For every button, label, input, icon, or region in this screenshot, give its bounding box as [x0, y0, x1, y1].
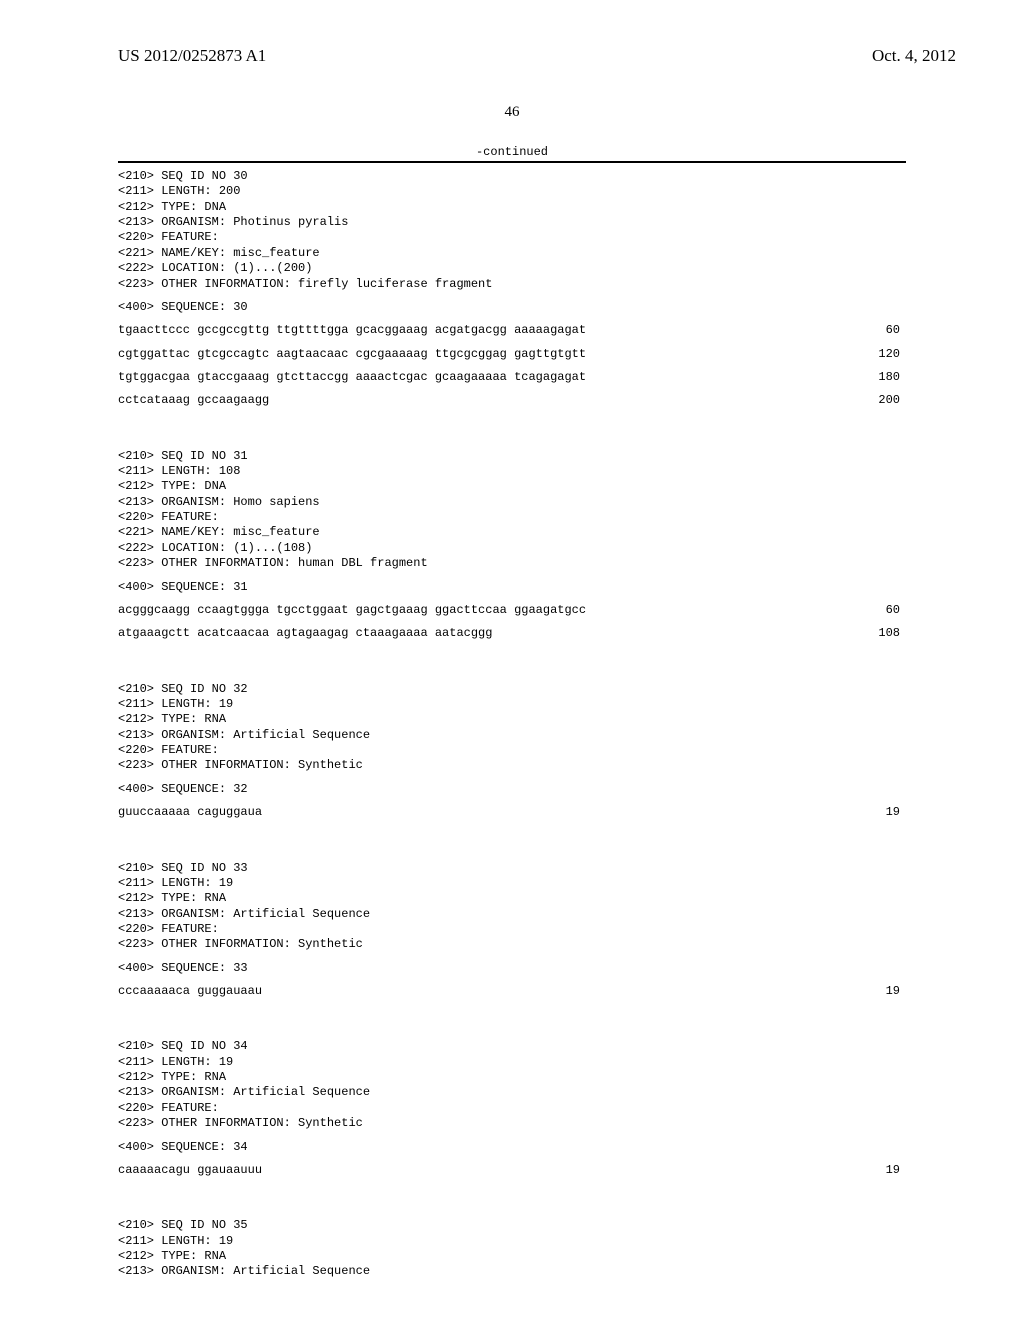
meta-line: <210> SEQ ID NO 31 [118, 449, 906, 464]
meta-line: <211> LENGTH: 19 [118, 1234, 906, 1249]
sequence-text: acgggcaagg ccaagtggga tgcctggaat gagctga… [118, 603, 586, 618]
sequence-position: 180 [586, 370, 906, 385]
meta-line: <223> OTHER INFORMATION: Synthetic [118, 758, 906, 773]
meta-line: <211> LENGTH: 19 [118, 876, 906, 891]
sequence-header: <400> SEQUENCE: 30 [118, 300, 906, 315]
meta-line: <211> LENGTH: 108 [118, 464, 906, 479]
meta-line: <213> ORGANISM: Photinus pyralis [118, 215, 906, 230]
sequence-entry: <210> SEQ ID NO 34<211> LENGTH: 19<212> … [118, 1039, 906, 1204]
meta-line: <212> TYPE: DNA [118, 200, 906, 215]
meta-line: <223> OTHER INFORMATION: human DBL fragm… [118, 556, 906, 571]
meta-line: <220> FEATURE: [118, 1101, 906, 1116]
meta-line: <213> ORGANISM: Artificial Sequence [118, 1085, 906, 1100]
sequence-entry: <210> SEQ ID NO 35<211> LENGTH: 19<212> … [118, 1218, 906, 1297]
sequence-line: atgaaagctt acatcaacaa agtagaagag ctaaaga… [118, 626, 906, 641]
sequence-position: 200 [269, 393, 906, 408]
sequence-text: tgaacttccc gccgccgttg ttgttttgga gcacgga… [118, 323, 586, 338]
sequence-line: cccaaaaaca guggauaau19 [118, 984, 906, 999]
sequence-header: <400> SEQUENCE: 31 [118, 580, 906, 595]
meta-line: <221> NAME/KEY: misc_feature [118, 525, 906, 540]
meta-line: <223> OTHER INFORMATION: firefly lucifer… [118, 277, 906, 292]
meta-line: <213> ORGANISM: Artificial Sequence [118, 907, 906, 922]
continued-label: -continued [0, 145, 1024, 159]
meta-line: <212> TYPE: RNA [118, 712, 906, 727]
sequence-line: cgtggattac gtcgccagtc aagtaacaac cgcgaaa… [118, 347, 906, 362]
meta-line: <222> LOCATION: (1)...(108) [118, 541, 906, 556]
sequence-entry: <210> SEQ ID NO 31<211> LENGTH: 108<212>… [118, 449, 906, 668]
meta-line: <211> LENGTH: 19 [118, 697, 906, 712]
meta-line: <210> SEQ ID NO 30 [118, 169, 906, 184]
sequence-position: 60 [586, 603, 906, 618]
sequence-text: caaaaacagu ggauaauuu [118, 1163, 262, 1178]
meta-line: <220> FEATURE: [118, 510, 906, 525]
sequence-line: caaaaacagu ggauaauuu19 [118, 1163, 906, 1178]
meta-line: <212> TYPE: RNA [118, 1249, 906, 1264]
meta-line: <210> SEQ ID NO 35 [118, 1218, 906, 1233]
meta-line: <213> ORGANISM: Artificial Sequence [118, 728, 906, 743]
sequence-line: acgggcaagg ccaagtggga tgcctggaat gagctga… [118, 603, 906, 618]
sequence-entry: <210> SEQ ID NO 30<211> LENGTH: 200<212>… [118, 169, 906, 435]
meta-line: <210> SEQ ID NO 32 [118, 682, 906, 697]
sequence-line: tgaacttccc gccgccgttg ttgttttgga gcacgga… [118, 323, 906, 338]
page-header: US 2012/0252873 A1 Oct. 4, 2012 [0, 0, 1024, 66]
meta-line: <213> ORGANISM: Artificial Sequence [118, 1264, 906, 1279]
meta-line: <212> TYPE: DNA [118, 479, 906, 494]
sequence-text: tgtggacgaa gtaccgaaag gtcttaccgg aaaactc… [118, 370, 586, 385]
page-number: 46 [0, 104, 1024, 121]
sequence-header: <400> SEQUENCE: 33 [118, 961, 906, 976]
meta-line: <223> OTHER INFORMATION: Synthetic [118, 937, 906, 952]
meta-line: <213> ORGANISM: Homo sapiens [118, 495, 906, 510]
sequence-text: atgaaagctt acatcaacaa agtagaagag ctaaaga… [118, 626, 492, 641]
meta-line: <220> FEATURE: [118, 230, 906, 245]
sequence-header: <400> SEQUENCE: 34 [118, 1140, 906, 1155]
meta-line: <220> FEATURE: [118, 922, 906, 937]
sequence-position: 19 [262, 1163, 906, 1178]
sequence-text: cccaaaaaca guggauaau [118, 984, 262, 999]
meta-line: <211> LENGTH: 200 [118, 184, 906, 199]
sequence-text: guuccaaaaa caguggaua [118, 805, 262, 820]
sequence-line: tgtggacgaa gtaccgaaag gtcttaccgg aaaactc… [118, 370, 906, 385]
meta-line: <212> TYPE: RNA [118, 891, 906, 906]
sequence-header: <400> SEQUENCE: 32 [118, 782, 906, 797]
sequence-line: cctcataaag gccaagaagg200 [118, 393, 906, 408]
meta-line: <221> NAME/KEY: misc_feature [118, 246, 906, 261]
meta-line: <222> LOCATION: (1)...(200) [118, 261, 906, 276]
sequence-text: cgtggattac gtcgccagtc aagtaacaac cgcgaaa… [118, 347, 586, 362]
sequence-position: 108 [492, 626, 906, 641]
sequence-listing: <210> SEQ ID NO 30<211> LENGTH: 200<212>… [118, 163, 906, 1298]
meta-line: <220> FEATURE: [118, 743, 906, 758]
sequence-entry: <210> SEQ ID NO 32<211> LENGTH: 19<212> … [118, 682, 906, 847]
meta-line: <223> OTHER INFORMATION: Synthetic [118, 1116, 906, 1131]
publication-date: Oct. 4, 2012 [872, 46, 956, 66]
sequence-position: 60 [586, 323, 906, 338]
sequence-text: cctcataaag gccaagaagg [118, 393, 269, 408]
sequence-position: 19 [262, 805, 906, 820]
sequence-position: 120 [586, 347, 906, 362]
meta-line: <210> SEQ ID NO 34 [118, 1039, 906, 1054]
sequence-position: 19 [262, 984, 906, 999]
meta-line: <211> LENGTH: 19 [118, 1055, 906, 1070]
meta-line: <212> TYPE: RNA [118, 1070, 906, 1085]
publication-number: US 2012/0252873 A1 [118, 46, 266, 66]
sequence-line: guuccaaaaa caguggaua19 [118, 805, 906, 820]
sequence-entry: <210> SEQ ID NO 33<211> LENGTH: 19<212> … [118, 861, 906, 1026]
meta-line: <210> SEQ ID NO 33 [118, 861, 906, 876]
